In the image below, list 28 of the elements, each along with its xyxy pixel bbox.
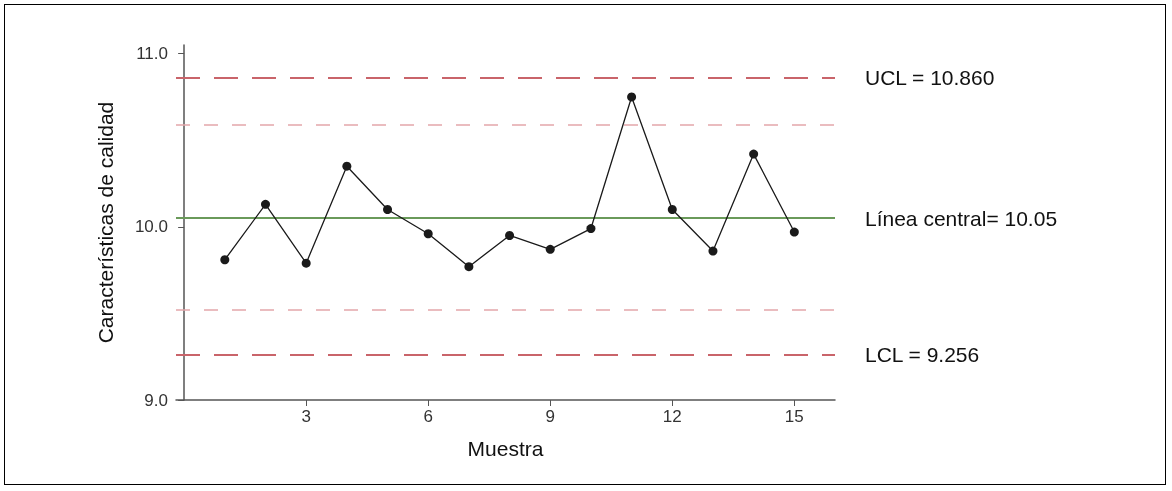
point (505, 230, 515, 240)
x-tick-label: 3 (301, 407, 311, 426)
ref-line-label: LCL = 9.256 (865, 343, 980, 367)
x-tick-label: 9 (545, 407, 555, 426)
point (261, 199, 270, 209)
x-tick-label: 6 (423, 407, 433, 426)
point (342, 161, 352, 171)
point (464, 262, 474, 272)
x-tick-label: 15 (784, 407, 804, 426)
x-tick-label: 12 (662, 407, 682, 426)
y-tick-label: 11.0 (136, 44, 168, 64)
point (667, 205, 677, 215)
y-tick-label: 10.0 (134, 217, 168, 237)
y-axis-title: Características de calidad (94, 101, 117, 344)
point (749, 149, 759, 159)
point (301, 258, 311, 268)
point (586, 224, 596, 234)
y-tick-label: 9.0 (144, 390, 168, 410)
ref-line-label: UCL = 10.860 (865, 66, 995, 90)
point (627, 92, 637, 102)
point (789, 227, 799, 237)
point (220, 255, 230, 265)
point (545, 244, 555, 254)
x-axis-title: Muestra (467, 437, 544, 460)
ref-line-label: Línea central= 10.05 (865, 206, 1058, 230)
point (383, 205, 393, 215)
point (423, 229, 433, 239)
point (708, 246, 718, 256)
